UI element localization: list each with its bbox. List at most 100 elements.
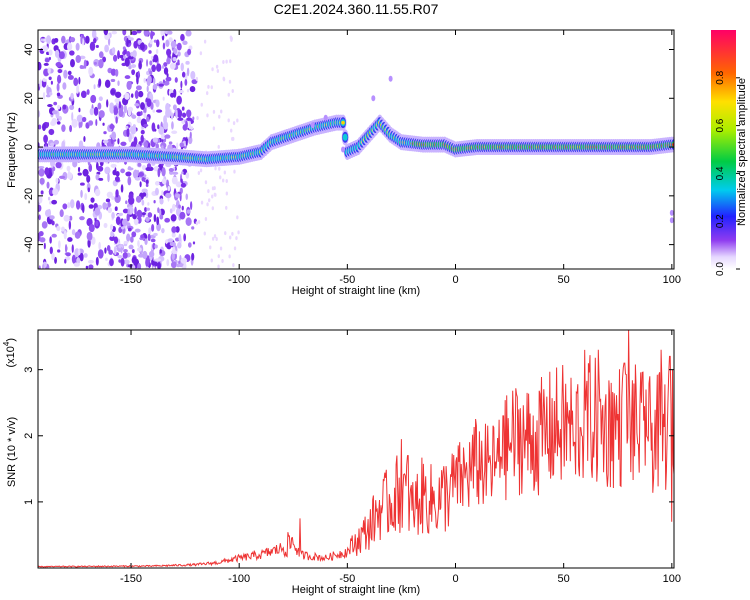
noise-cell	[186, 209, 191, 214]
noise-cell	[47, 196, 51, 201]
noise-cell	[134, 219, 139, 226]
noise-cell	[76, 114, 83, 123]
noise-cell	[102, 139, 109, 144]
noise-cell	[185, 193, 188, 200]
noise-cell	[233, 246, 237, 251]
noise-cell	[95, 173, 100, 181]
noise-cell	[189, 201, 193, 210]
noise-cell	[181, 112, 187, 118]
noise-cell	[106, 99, 109, 108]
noise-cell	[95, 256, 99, 266]
noise-cell	[145, 212, 148, 217]
noise-cell	[151, 64, 156, 73]
noise-cell	[118, 101, 122, 109]
noise-cell	[67, 172, 73, 180]
noise-cell	[151, 122, 156, 132]
noise-cell	[109, 235, 116, 242]
noise-cell	[157, 124, 160, 130]
noise-cell	[153, 232, 158, 237]
noise-cell	[212, 126, 216, 131]
snr-x-tick-label: -100	[228, 573, 250, 585]
noise-cell	[138, 90, 144, 98]
noise-cell	[191, 226, 195, 230]
noise-cell	[81, 116, 87, 122]
noise-cell	[123, 259, 130, 265]
noise-cell	[73, 77, 79, 87]
noise-cell	[185, 136, 188, 147]
noise-cell	[128, 244, 134, 250]
noise-cell	[79, 64, 84, 70]
noise-cell	[126, 80, 132, 91]
noise-cell	[221, 258, 224, 263]
noise-cell	[131, 69, 136, 76]
spectrogram-x-tick-label: -100	[228, 274, 250, 286]
noise-cell	[98, 110, 105, 119]
noise-cell	[145, 216, 150, 222]
noise-cell	[195, 76, 199, 81]
noise-cell	[213, 234, 217, 239]
noise-cell	[49, 215, 55, 220]
noise-cell	[55, 177, 59, 184]
noise-cell	[88, 264, 94, 269]
noise-cell	[199, 168, 203, 173]
noise-cell	[110, 78, 116, 83]
noise-cell	[147, 233, 151, 242]
noise-cell	[207, 198, 211, 203]
noise-cell	[136, 116, 142, 124]
noise-cell	[41, 221, 48, 229]
noise-cell	[231, 88, 234, 93]
colorbar-gradient	[711, 30, 736, 269]
noise-cell	[161, 190, 164, 196]
noise-cell	[125, 200, 128, 205]
noise-cell	[163, 62, 168, 67]
noise-cell	[211, 206, 215, 211]
noise-cell	[152, 83, 158, 90]
noise-cell	[156, 63, 162, 72]
noise-cell	[46, 122, 50, 127]
noise-cell	[136, 30, 142, 34]
noise-cell	[127, 176, 132, 186]
noise-cell	[70, 92, 74, 100]
colorbar-tick-label: 0.0	[715, 262, 726, 276]
noise-cell	[222, 77, 226, 82]
noise-cell	[161, 228, 165, 234]
noise-cell	[47, 104, 53, 108]
noise-cell	[48, 128, 55, 136]
spectrogram-frame	[37, 29, 675, 270]
noise-cell	[182, 40, 188, 46]
noise-cell	[155, 49, 159, 55]
noise-cell	[149, 39, 153, 45]
noise-cell	[220, 109, 223, 114]
noise-cell	[142, 192, 147, 197]
noise-cell	[132, 50, 137, 58]
noise-cell	[177, 51, 181, 57]
noise-cell	[227, 118, 230, 123]
noise-cell	[232, 121, 236, 126]
noise-cell	[143, 112, 147, 119]
noise-cell	[218, 166, 221, 171]
noise-cell	[145, 179, 149, 185]
noise-cell	[105, 198, 111, 203]
noise-cell	[159, 249, 162, 254]
noise-cell	[42, 78, 48, 82]
noise-cell	[58, 175, 66, 179]
noise-cell	[38, 124, 42, 130]
noise-cell	[63, 230, 67, 240]
snr-x-tick-label: 100	[663, 573, 681, 585]
noise-cell	[126, 233, 131, 242]
spectrogram-y-tick-label: -40	[23, 237, 35, 253]
noise-cell	[65, 252, 71, 257]
noise-cell	[61, 35, 66, 44]
noise-cell	[172, 57, 177, 62]
noise-cell	[203, 39, 207, 44]
noise-cell	[172, 246, 176, 255]
noise-cell	[233, 169, 236, 174]
spectrogram-x-tick-label: 50	[558, 274, 570, 286]
noise-cell	[153, 54, 159, 63]
noise-cell	[105, 257, 108, 262]
colorbar-tick-label: 0.6	[715, 118, 726, 132]
noise-cell	[38, 231, 44, 237]
noise-cell	[102, 122, 105, 126]
spectrogram-heatmap	[38, 30, 674, 269]
noise-cell	[141, 188, 148, 194]
